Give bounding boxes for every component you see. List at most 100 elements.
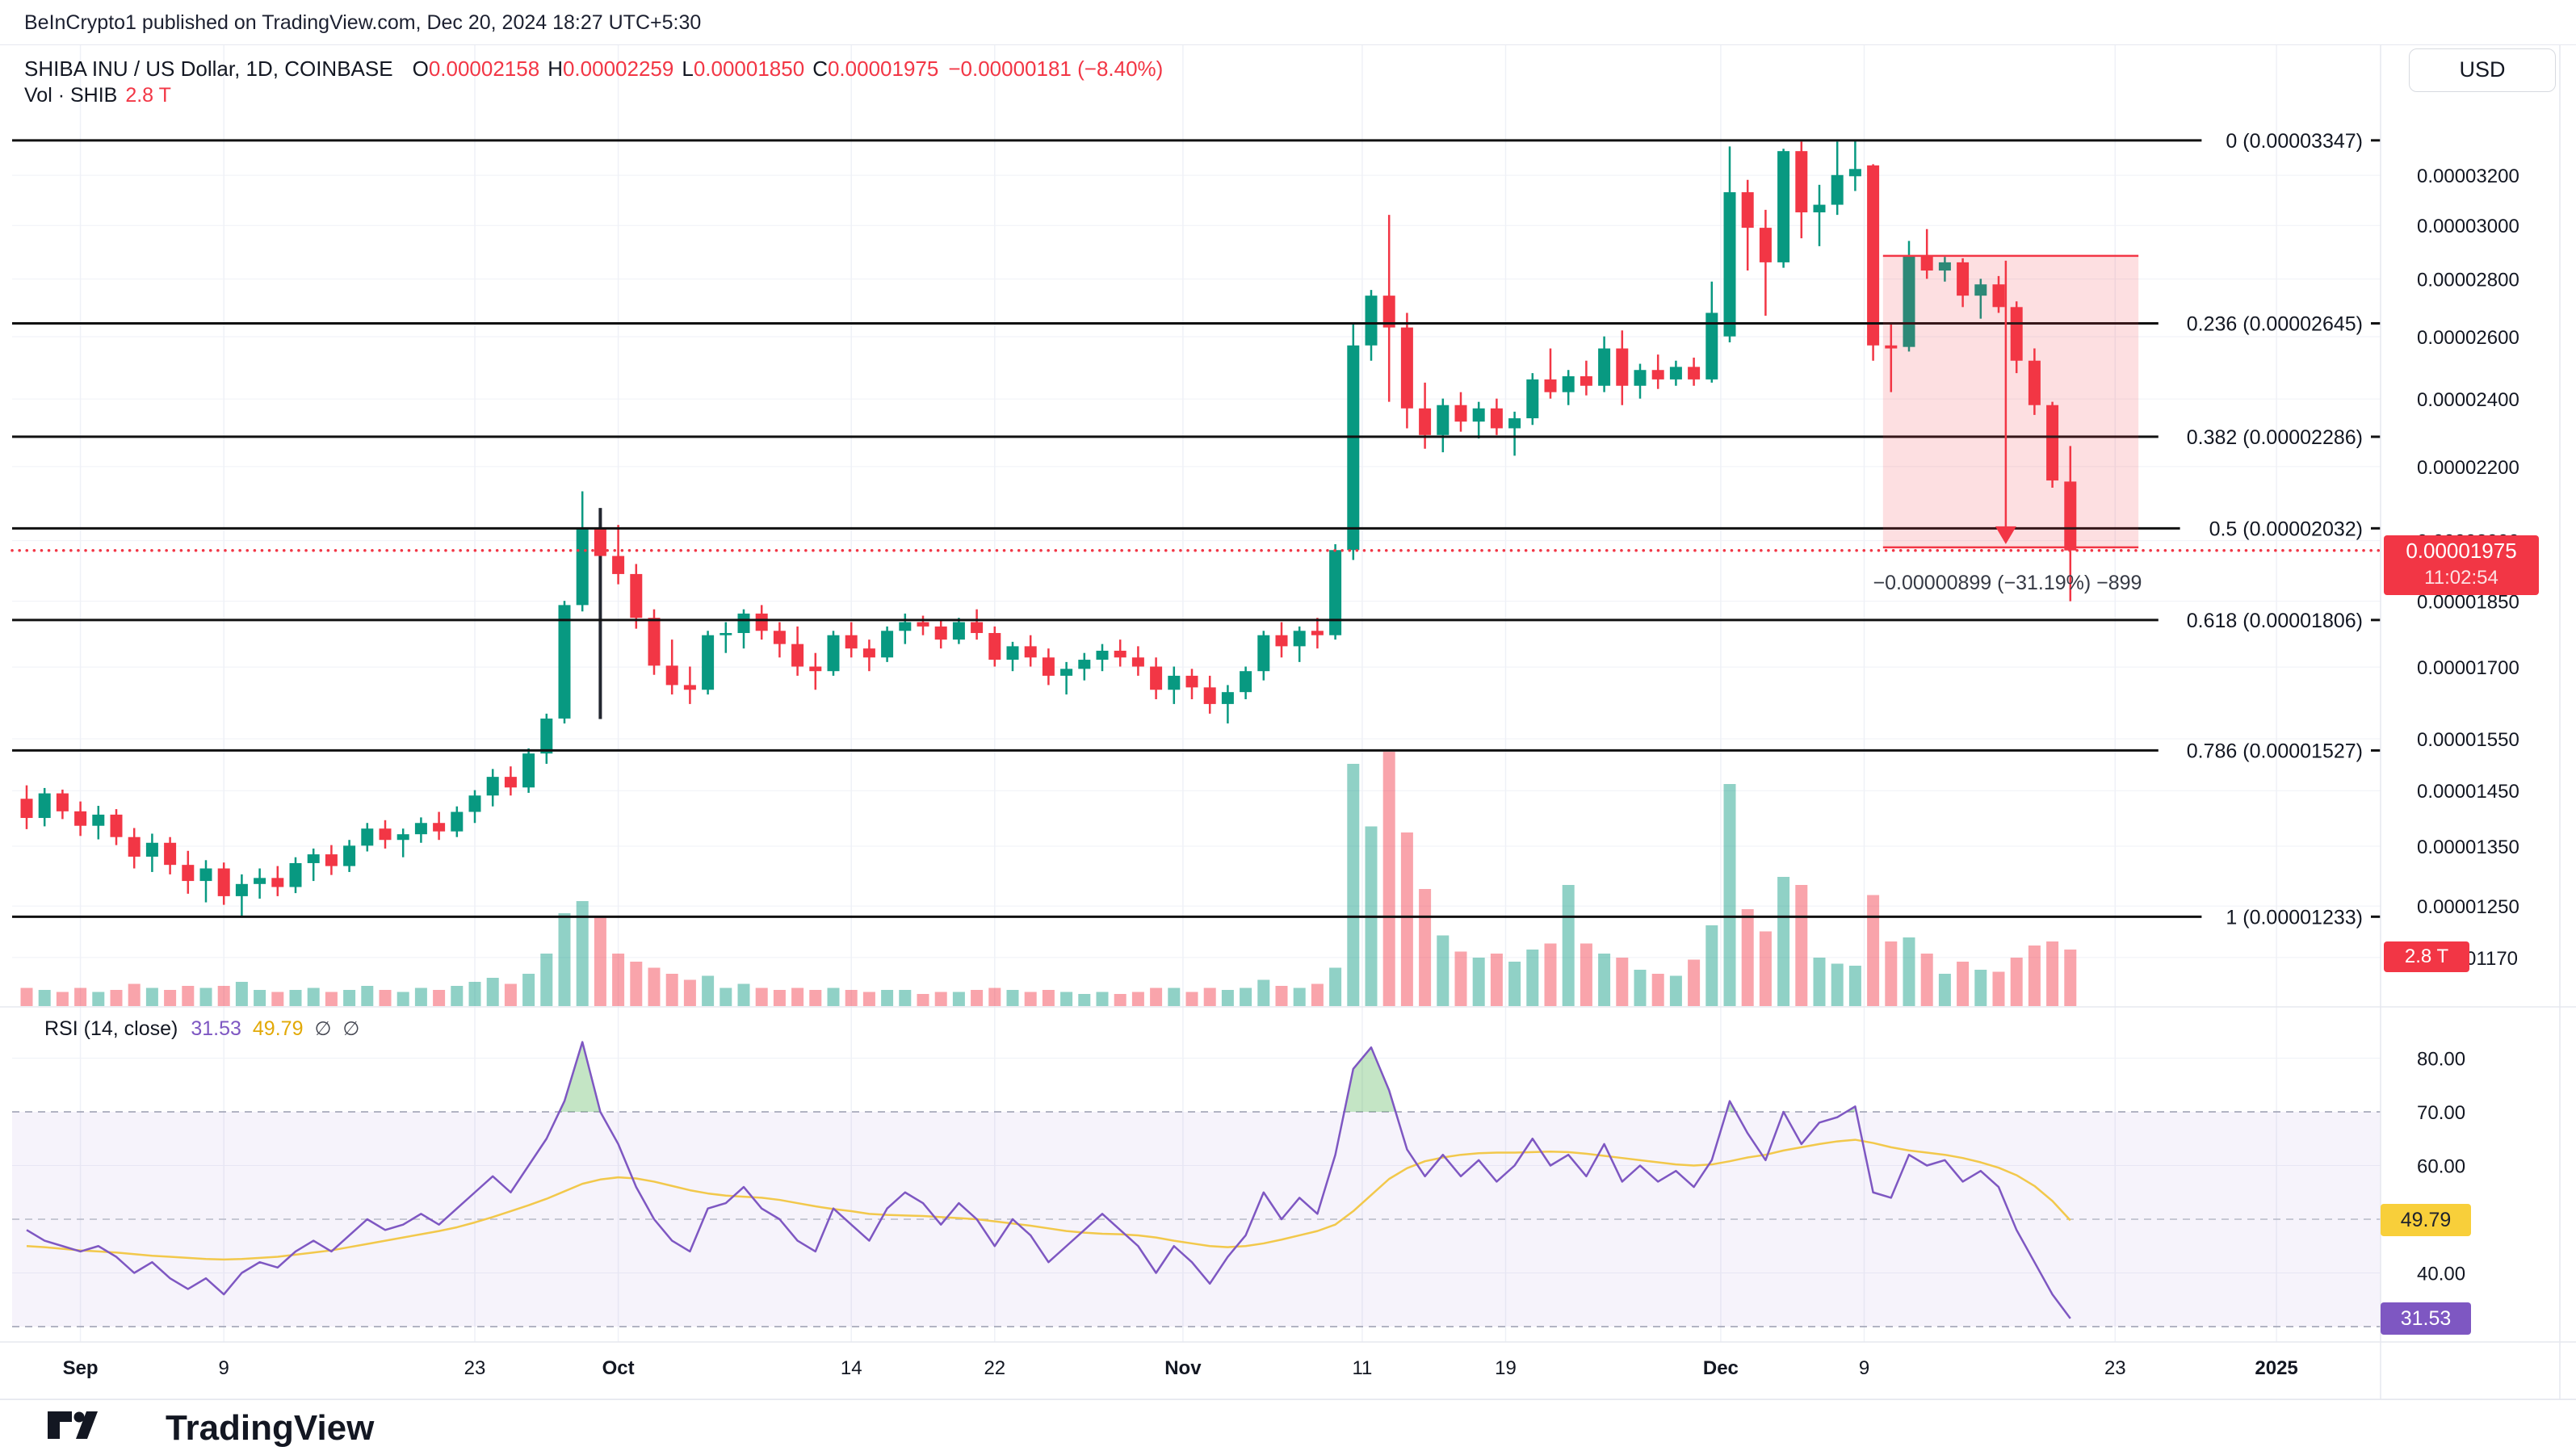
time-axis-label: Dec xyxy=(1703,1357,1739,1379)
volume-bar xyxy=(1293,987,1306,1006)
volume-bar xyxy=(917,994,929,1006)
time-axis-label: 22 xyxy=(984,1357,1005,1379)
candle-body xyxy=(1293,631,1306,647)
candle-body xyxy=(1221,692,1234,704)
candle-body xyxy=(504,777,517,788)
fib-retracement[interactable]: 0 (0.00003347) 0.236 (0.00002645) 0.382 (0… xyxy=(12,130,2381,929)
candle-body xyxy=(307,854,320,863)
volume-bar xyxy=(1688,959,1701,1006)
volume-bar xyxy=(1957,962,1970,1006)
volume-bar xyxy=(1974,970,1987,1006)
price-axis-label: 0.00001700 xyxy=(2417,657,2519,679)
volume-bar xyxy=(1240,987,1252,1006)
volume-bar xyxy=(1150,987,1163,1006)
volume-bar xyxy=(988,987,1001,1006)
candle-body xyxy=(451,811,464,832)
volume-bar xyxy=(791,987,804,1006)
volume-bar xyxy=(1526,950,1539,1006)
rsi-axis-label: 80.00 xyxy=(2417,1049,2465,1071)
candle-body xyxy=(1688,367,1701,379)
rsi-pane[interactable] xyxy=(26,1041,2071,1319)
candle-body xyxy=(1311,631,1324,635)
candle-body xyxy=(2046,405,2059,481)
candle-body xyxy=(1974,284,1987,296)
volume-bar xyxy=(1616,958,1629,1006)
attribution-bar: BeInCrypto1 published on TradingView.com… xyxy=(0,0,2576,45)
volume-bar xyxy=(755,987,768,1006)
volume-bar xyxy=(1831,963,1844,1006)
volume-bar xyxy=(862,992,875,1006)
volume-bar xyxy=(630,962,643,1006)
time-axis-label: 11 xyxy=(1352,1357,1372,1379)
candle-body xyxy=(1992,284,2005,308)
candle-body xyxy=(217,868,230,896)
volume-bar xyxy=(1813,958,1826,1006)
candle-body xyxy=(343,845,356,866)
volume-bar xyxy=(1096,992,1109,1006)
time-axis-label: 23 xyxy=(464,1357,486,1379)
volume-bar xyxy=(379,990,392,1006)
tradingview-logo-icon[interactable] xyxy=(47,1410,99,1451)
volume-bar xyxy=(899,990,912,1006)
volume-bar xyxy=(558,913,571,1006)
measure-box xyxy=(1882,255,2139,547)
candle-body xyxy=(1024,646,1037,658)
candle-body xyxy=(1813,204,1826,212)
candle-body xyxy=(468,795,481,812)
time-axis-label: Nov xyxy=(1164,1357,1202,1379)
volume-bar xyxy=(1562,885,1575,1006)
candle-body xyxy=(1867,165,1880,346)
volume-bar xyxy=(1490,954,1503,1006)
volume-bar xyxy=(451,986,464,1006)
candle-body xyxy=(612,556,625,574)
candle-body xyxy=(1490,408,1503,429)
symbol-title[interactable]: SHIBA INU / US Dollar, 1D, COINBASE xyxy=(24,57,393,81)
rsi-empty-icon: ∅ xyxy=(314,1018,332,1040)
candle-body xyxy=(1562,375,1575,392)
candle-body xyxy=(1472,408,1485,422)
candle-body xyxy=(917,622,929,627)
volume-bar xyxy=(414,987,427,1006)
volume-bar xyxy=(468,982,481,1006)
candle-body xyxy=(1526,379,1539,419)
candle-body xyxy=(1114,650,1126,658)
rsi-ma-badge: 49.79 xyxy=(2381,1204,2471,1237)
rsi-title[interactable]: RSI (14, close) xyxy=(44,1017,178,1040)
candle-body xyxy=(182,865,195,882)
high-value: 0.00002259 xyxy=(562,57,674,81)
candle-body xyxy=(486,777,499,796)
volume-bar xyxy=(1006,990,1019,1006)
volume-bar xyxy=(1382,752,1395,1006)
volume-bar xyxy=(1257,979,1270,1006)
candle-body xyxy=(1150,666,1163,690)
time-axis-label: 19 xyxy=(1495,1357,1517,1379)
close-value: 0.00001975 xyxy=(827,57,939,81)
volume-bar xyxy=(1580,943,1592,1006)
volume-bar xyxy=(952,992,965,1006)
candle-body xyxy=(56,793,69,811)
candle-body xyxy=(1060,669,1073,676)
candle-body xyxy=(199,868,212,882)
candle-body xyxy=(361,828,374,846)
candle-body xyxy=(1885,345,1898,349)
candle-body xyxy=(1957,262,1970,296)
time-scale[interactable]: Sep 9 23 Oct 14 22 Nov 11 19 Dec 9 23 2025 xyxy=(63,1357,2298,1379)
volume-bar xyxy=(1060,992,1073,1006)
candle-body xyxy=(1938,262,1951,271)
volume-bar xyxy=(56,992,69,1006)
candle-body xyxy=(1598,348,1611,386)
rsi-axis-label: 40.00 xyxy=(2417,1264,2465,1285)
tradingview-wordmark[interactable]: TradingView xyxy=(166,1408,375,1448)
volume-bar xyxy=(648,967,661,1006)
measure-tool[interactable] xyxy=(1882,254,2139,549)
volume-value: 2.8 T xyxy=(125,84,171,107)
candle-body xyxy=(1042,657,1055,676)
fib-label: 0.786 (0.00001527) xyxy=(2187,740,2363,762)
fib-label: 0.5 (0.00002032) xyxy=(2209,518,2363,540)
rsi-overbought-fill xyxy=(559,1042,601,1112)
volume-value-badge: 2.8 T xyxy=(2384,941,2469,972)
time-axis-label: 23 xyxy=(2104,1357,2126,1379)
currency-toggle-button[interactable]: USD xyxy=(2409,48,2556,92)
